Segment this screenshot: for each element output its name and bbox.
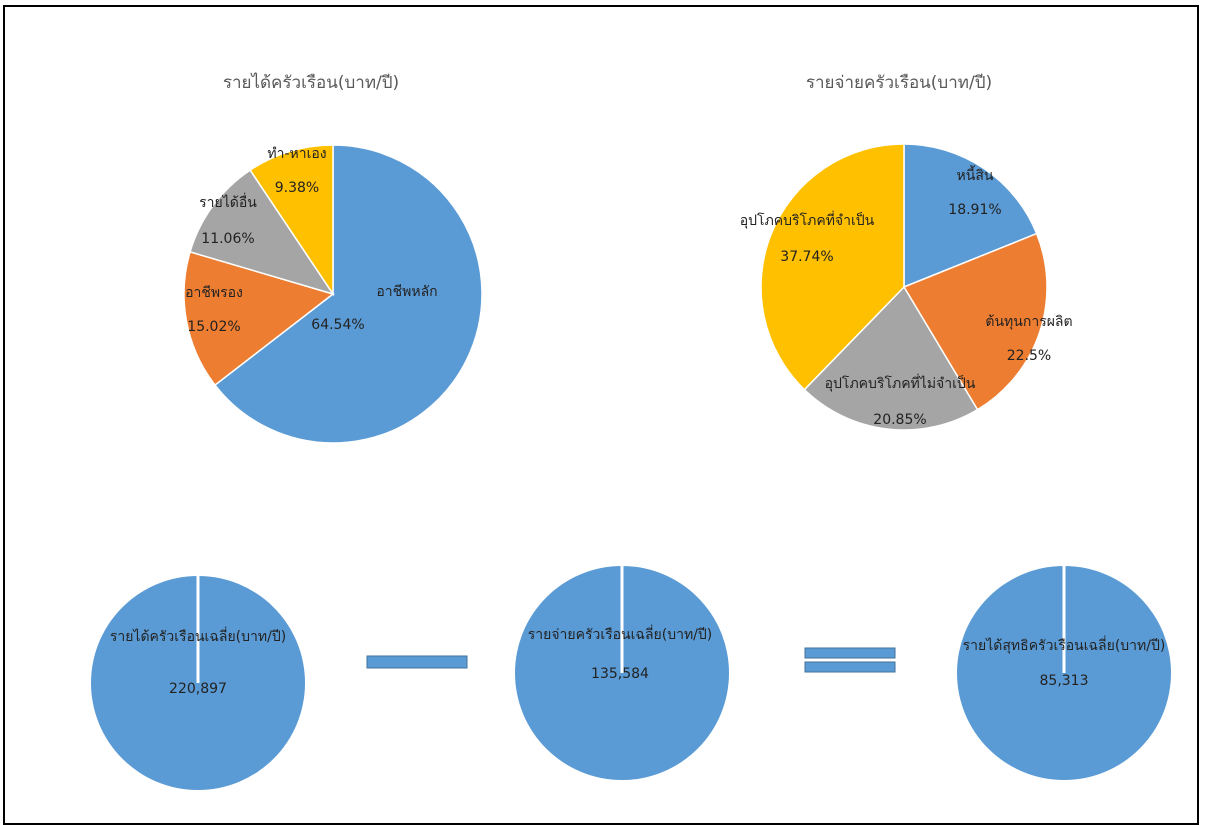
slice-value-label: 135,584: [591, 666, 649, 682]
net-income-pie: รายได้สุทธิครัวเรือนเฉลี่ย(บาท/ปี) 85,313: [957, 566, 1171, 780]
slice-value-label: 85,313: [1040, 673, 1089, 689]
equals-operator: [804, 647, 896, 673]
slice-label: รายได้ครัวเรือนเฉลี่ย(บาท/ปี): [110, 627, 286, 645]
slice-value-label: 37.74%: [780, 249, 833, 265]
pie-slice: [249, 144, 334, 297]
expense-chart-title: รายจ่ายครัวเรือน(บาท/ปี): [806, 73, 992, 93]
slice-label: อุปโภคบริโภคที่ไม่จำเป็น: [825, 374, 976, 392]
pie-slice: [803, 285, 979, 431]
slice-value-label: 9.38%: [275, 180, 319, 196]
pie-slice: [902, 232, 1048, 411]
income-chart-title: รายได้ครัวเรือน(บาท/ปี): [223, 72, 399, 93]
slice-label: รายจ่ายครัวเรือนเฉลี่ย(บาท/ปี): [528, 625, 713, 643]
avg-expense-pie: รายจ่ายครัวเรือนเฉลี่ย(บาท/ปี) 135,584: [515, 566, 729, 780]
pie-slice: [189, 169, 335, 296]
slice-label: รายได้สุทธิครัวเรือนเฉลี่ย(บาท/ปี): [963, 636, 1166, 654]
equals-bar-top: [804, 647, 896, 659]
slice-value-label: 11.06%: [201, 231, 254, 247]
pie-slice: [760, 143, 905, 391]
slice-value-label: 15.02%: [187, 319, 240, 335]
slice-label: ต้นทุนการผลิต: [985, 314, 1072, 330]
equals-bar-bottom: [804, 661, 896, 673]
slice-value-label: 20.85%: [873, 412, 926, 428]
minus-bar: [366, 655, 468, 669]
pie-slice: [213, 144, 483, 444]
slice-label: อาชีพรอง: [185, 285, 243, 301]
slice-label: อุปโภคบริโภคที่จำเป็น: [740, 211, 875, 229]
income-pie: อาชีพหลัก 64.54% อาชีพรอง 15.02% รายได้อื่น 1…: [183, 144, 483, 444]
slice-value-label: 18.91%: [948, 202, 1001, 218]
slice-label: ทำ-หาเอง: [267, 146, 326, 162]
expense-pie: หนี้สิน 18.91% ต้นทุนการผลิต 22.5% อุปโภคบริ…: [740, 143, 1073, 431]
slice-label: หนี้สิน: [957, 165, 994, 184]
slice-value-label: 22.5%: [1007, 348, 1051, 364]
pie-slice: [183, 250, 335, 387]
slice-value-label: 64.54%: [311, 317, 364, 333]
slice-value-label: 220,897: [169, 681, 227, 697]
slice-label: รายได้อื่น: [199, 193, 257, 211]
slice-label: อาชีพหลัก: [376, 284, 437, 300]
minus-operator: [366, 655, 468, 669]
pie-slice: [903, 143, 1038, 289]
avg-income-pie: รายได้ครัวเรือนเฉลี่ย(บาท/ปี) 220,897: [91, 576, 305, 790]
